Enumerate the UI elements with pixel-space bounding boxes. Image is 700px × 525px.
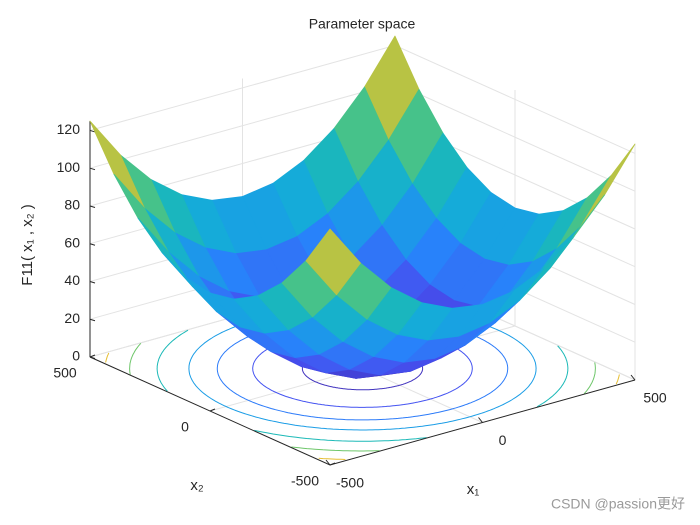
y-tick-label: -500 <box>291 473 319 489</box>
y-tick <box>329 462 336 466</box>
z-tick <box>89 167 96 171</box>
y-tick-label: 500 <box>53 365 77 381</box>
y-grid-line <box>209 90 516 412</box>
x-tick-label: -500 <box>336 475 364 491</box>
z-tick <box>89 356 96 359</box>
y-tick-label: 0 <box>181 419 189 435</box>
x-axis-label: x₁ <box>467 481 480 498</box>
z-axis-label: F11( x₁ , x₂ ) <box>19 204 36 285</box>
z-tick-label: 80 <box>64 197 80 213</box>
axis-layer <box>89 121 636 466</box>
z-tick-label: 40 <box>64 272 80 288</box>
x-tick <box>478 417 483 423</box>
z-tick-label: 60 <box>64 234 80 250</box>
chart-title: Parameter space <box>309 16 416 32</box>
x-tick <box>325 459 331 466</box>
z-tick <box>89 243 96 246</box>
z-tick <box>89 281 96 284</box>
z-tick-label: 20 <box>64 310 80 326</box>
z-tick <box>89 129 96 133</box>
z-tick <box>89 205 96 208</box>
surface-patch <box>89 120 145 209</box>
z-tick-label: 100 <box>57 159 81 175</box>
z-tick-label: 120 <box>57 121 81 137</box>
surface-patch <box>580 143 636 228</box>
surface-patch <box>305 228 361 296</box>
z-tick-label: 0 <box>72 348 80 364</box>
x-tick <box>630 374 636 381</box>
x-tick-label: 500 <box>643 390 667 406</box>
y-axis-label: x₂ <box>190 477 204 494</box>
text-layer: Parameter space x₁ x₂ F11( x₁ , x₂ ) CSD… <box>19 16 685 512</box>
z-tick <box>89 318 96 322</box>
surface-layer <box>89 35 636 379</box>
watermark: CSDN @passion更好 <box>551 496 685 512</box>
y-tick <box>209 408 216 412</box>
x-tick-label: 0 <box>499 432 507 448</box>
y-tick <box>89 354 96 358</box>
